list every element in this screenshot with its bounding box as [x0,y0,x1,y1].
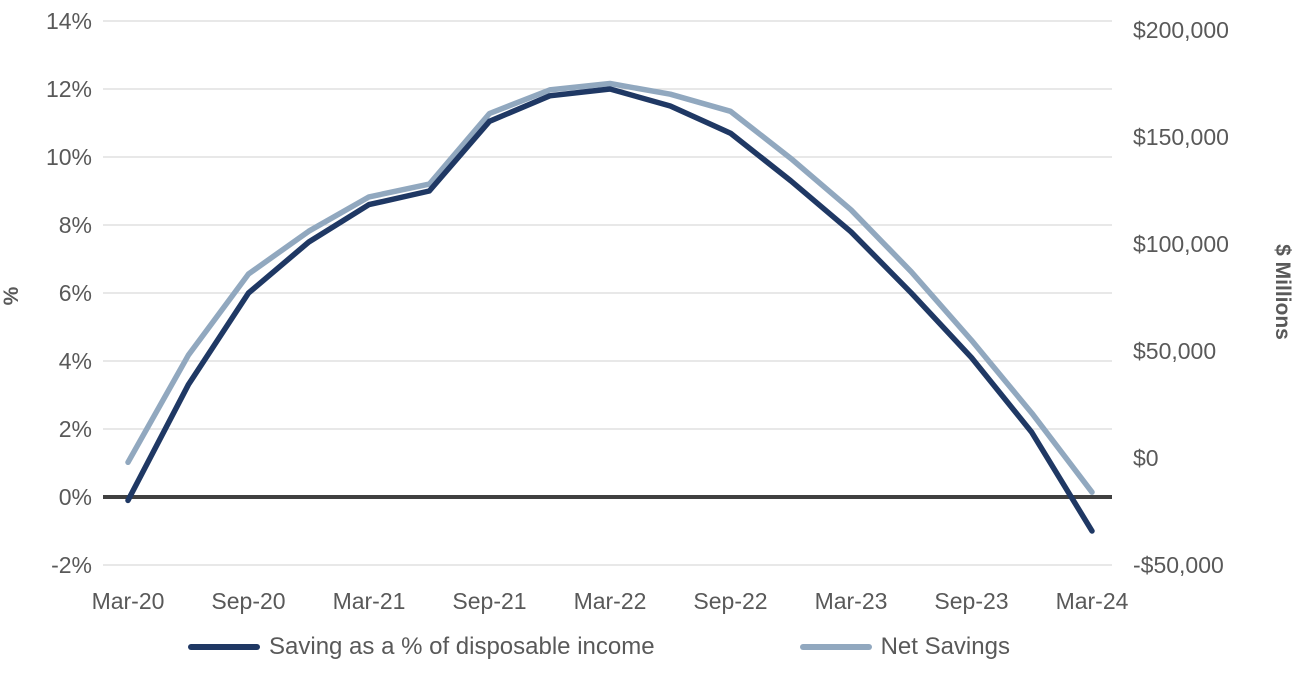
x-axis-tick-label: Mar-20 [92,588,165,614]
legend-item-saving-rate: Saving as a % of disposable income [188,633,655,661]
legend-label-net-savings: Net Savings [880,633,1010,660]
left-axis-tick-label: 14% [46,8,92,34]
left-axis-tick-label: -2% [51,552,92,578]
x-axis-tick-label: Mar-22 [574,588,647,614]
left-axis-tick-label: 12% [46,76,92,102]
legend: Saving as a % of disposable income Net S… [188,633,1010,661]
legend-item-net-savings: Net Savings [799,633,1010,661]
legend-line-sample-saving-rate [188,644,260,650]
legend-label-saving-rate: Saving as a % of disposable income [269,633,655,660]
x-axis-tick-label: Sep-20 [211,588,285,614]
x-axis-tick-label: Mar-24 [1056,588,1129,614]
x-axis-tick-label: Mar-21 [333,588,406,614]
left-axis-tick-label: 2% [59,416,92,442]
right-axis-tick-label: $0 [1133,445,1159,471]
legend-line-sample-net-savings [799,644,872,650]
x-axis-tick-label: Sep-22 [693,588,767,614]
x-axis-tick-label: Mar-23 [815,588,888,614]
right-axis-tick-label: $50,000 [1133,338,1216,364]
left-axis-title: % [0,286,23,305]
left-axis-tick-label: 0% [59,484,92,510]
left-axis-tick-label: 6% [59,280,92,306]
right-axis-title: $ Millions [1271,244,1294,340]
left-axis-tick-label: 10% [46,144,92,170]
series-line-net-savings [125,80,1095,495]
x-axis-tick-label: Sep-23 [934,588,1008,614]
series-line-saving-rate [125,86,1095,534]
right-axis-tick-label: $200,000 [1133,17,1229,43]
right-axis-tick-label: $150,000 [1133,124,1229,150]
left-axis-tick-label: 4% [59,348,92,374]
left-axis-tick-label: 8% [59,212,92,238]
right-axis-tick-label: $100,000 [1133,231,1229,257]
right-axis-tick-label: -$50,000 [1133,552,1224,578]
x-axis-tick-label: Sep-21 [452,588,526,614]
